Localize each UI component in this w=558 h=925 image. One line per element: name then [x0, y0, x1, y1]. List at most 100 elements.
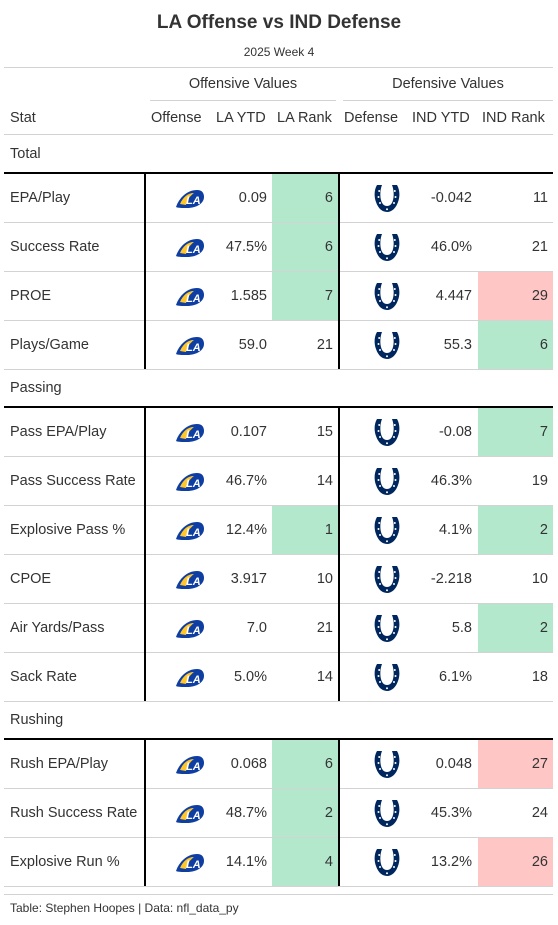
page-title: LA Offense vs IND Defense — [156, 12, 402, 33]
source-note: Table: Stephen Hoopes | Data: nfl_data_p… — [10, 901, 239, 915]
la-rank-value: 21 — [316, 337, 333, 353]
table-row: Explosive Pass % 12.4% 1 4.1% 2 — [4, 506, 553, 555]
la-rank-highlight — [272, 174, 339, 222]
la-rank-value: 21 — [316, 620, 333, 636]
row-divider — [4, 320, 553, 321]
rams-logo-icon — [175, 188, 205, 210]
colts-horseshoe-icon — [373, 514, 401, 546]
la-rank-highlight — [272, 223, 339, 271]
ind-ytd-value: -0.042 — [430, 190, 472, 206]
la-rank-value: 14 — [316, 669, 333, 685]
rams-logo-icon — [175, 237, 205, 259]
la-rank-value: 1 — [324, 522, 333, 538]
rams-logo-icon — [175, 803, 205, 825]
row-group-label: Rushing — [10, 712, 64, 728]
table-row: Plays/Game 59.0 21 55.3 6 — [4, 321, 553, 370]
la-rank-highlight — [272, 789, 339, 837]
la-ytd-value: 48.7% — [225, 805, 267, 821]
table-row: Air Yards/Pass 7.0 21 5.8 2 — [4, 604, 553, 653]
colts-horseshoe-icon — [373, 797, 401, 829]
stat-label: Sack Rate — [10, 669, 77, 685]
rams-logo-icon — [175, 569, 205, 591]
table-row: Rush Success Rate 48.7% 2 45.3% 24 — [4, 789, 553, 838]
defense-column-separator — [338, 406, 340, 701]
rams-logo-icon — [175, 667, 205, 689]
la-rank-value: 6 — [324, 239, 333, 255]
colts-horseshoe-icon — [373, 231, 401, 263]
la-rank-highlight — [272, 838, 339, 886]
col-header-ind-rank: IND Rank — [482, 110, 545, 126]
defense-column-separator — [338, 738, 340, 886]
ind-ytd-value: 0.048 — [435, 756, 472, 772]
ind-ytd-value: -0.08 — [438, 424, 472, 440]
colts-horseshoe-icon — [373, 465, 401, 497]
table-row: Explosive Run % 14.1% 4 13.2% 26 — [4, 838, 553, 887]
la-rank-value: 14 — [316, 473, 333, 489]
row-divider — [4, 603, 553, 604]
colts-horseshoe-icon — [373, 416, 401, 448]
row-divider — [4, 788, 553, 789]
row-divider — [4, 271, 553, 272]
col-header-defense: Defense — [344, 110, 399, 126]
la-ytd-value: 1.585 — [230, 288, 267, 304]
colts-horseshoe-icon — [373, 563, 401, 595]
la-ytd-value: 14.1% — [225, 854, 267, 870]
ind-rank-value: 2 — [539, 522, 548, 538]
colts-horseshoe-icon — [373, 182, 401, 214]
stat-label: Success Rate — [10, 239, 100, 255]
row-group-label: Total — [10, 146, 41, 162]
table-row: Pass EPA/Play 0.107 15 -0.08 7 — [4, 408, 553, 457]
stat-label: Pass Success Rate — [10, 473, 136, 489]
ind-rank-value: 11 — [532, 190, 548, 206]
offense-column-separator — [144, 738, 146, 886]
row-divider — [4, 222, 553, 223]
row-divider — [4, 837, 553, 838]
ind-rank-value: 27 — [531, 756, 548, 772]
ind-ytd-value: 5.8 — [451, 620, 472, 636]
row-divider — [4, 652, 553, 653]
col-header-offense: Offense — [151, 110, 202, 126]
la-rank-highlight — [272, 272, 339, 320]
stat-label: CPOE — [10, 571, 52, 587]
col-header-ind-ytd: IND YTD — [412, 110, 470, 126]
la-ytd-value: 46.7% — [225, 473, 267, 489]
rams-logo-icon — [175, 471, 205, 493]
rams-logo-icon — [175, 335, 205, 357]
header-top-rule — [4, 67, 553, 68]
row-divider — [4, 701, 553, 702]
table-row: Sack Rate 5.0% 14 6.1% 18 — [4, 653, 553, 702]
rams-logo-icon — [175, 754, 205, 776]
stat-label: Explosive Pass % — [10, 522, 126, 538]
row-divider — [4, 369, 553, 370]
stat-label: Pass EPA/Play — [10, 424, 107, 440]
offense-column-separator — [144, 406, 146, 701]
ind-ytd-value: -2.218 — [430, 571, 472, 587]
ind-ytd-value: 46.0% — [430, 239, 472, 255]
la-rank-value: 2 — [324, 805, 333, 821]
ind-rank-value: 29 — [531, 288, 548, 304]
ind-rank-highlight — [478, 838, 553, 886]
ind-ytd-value: 55.3 — [443, 337, 472, 353]
colts-horseshoe-icon — [373, 280, 401, 312]
ind-rank-highlight — [478, 321, 553, 369]
offensive-spanner-rule — [150, 100, 336, 101]
la-rank-value: 7 — [324, 288, 333, 304]
stat-label: Rush EPA/Play — [10, 756, 109, 772]
row-group-label: Passing — [10, 380, 62, 396]
ind-rank-value: 6 — [539, 337, 548, 353]
la-ytd-value: 59.0 — [238, 337, 267, 353]
table-row: Success Rate 47.5% 6 46.0% 21 — [4, 223, 553, 272]
table-row: Pass Success Rate 46.7% 14 46.3% 19 — [4, 457, 553, 506]
rams-logo-icon — [175, 520, 205, 542]
ind-rank-value: 26 — [531, 854, 548, 870]
la-ytd-value: 0.09 — [238, 190, 267, 206]
table-row: EPA/Play 0.09 6 -0.042 11 — [4, 174, 553, 223]
ind-rank-value: 18 — [531, 669, 548, 685]
page-subtitle: 2025 Week 4 — [243, 45, 315, 59]
ind-rank-value: 2 — [539, 620, 548, 636]
ind-rank-highlight — [478, 408, 553, 456]
ind-rank-highlight — [478, 604, 553, 652]
rams-logo-icon — [175, 286, 205, 308]
ind-rank-value: 7 — [539, 424, 548, 440]
ind-rank-value: 10 — [531, 571, 548, 587]
